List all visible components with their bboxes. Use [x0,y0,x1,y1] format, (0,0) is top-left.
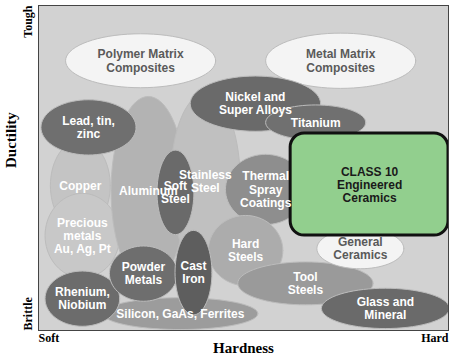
svg-text:Soft: Soft [39,331,60,345]
html-text:Stainless: Stainless [179,167,232,182]
svg-text:Copper: Copper [59,179,101,193]
svg-text:Glass andMineral: Glass andMineral [357,295,414,322]
svg-text:Metal MatrixComposites: Metal MatrixComposites [306,47,376,74]
svg-text:Tough: Tough [21,5,35,38]
svg-text:Nickel andSuper Alloys: Nickel andSuper Alloys [219,90,292,117]
svg-text:HardSteels: HardSteels [228,237,264,264]
svg-text:SoftSteel: SoftSteel [161,179,190,206]
svg-text:GeneralCeramics: GeneralCeramics [333,235,387,262]
html-text:Steel: Steel [191,180,220,195]
svg-text:Titanium: Titanium [291,116,341,130]
svg-text:Rhenium,Niobium: Rhenium,Niobium [55,285,110,312]
svg-text:Ductility: Ductility [3,112,19,168]
svg-text:Silicon, GaAs, Ferrites: Silicon, GaAs, Ferrites [116,307,244,321]
svg-text:ThermalSprayCoatings: ThermalSprayCoatings [240,169,292,209]
svg-text:Brittle: Brittle [21,297,35,331]
svg-text:Aluminum: Aluminum [119,184,178,198]
svg-text:ToolSteels: ToolSteels [288,270,324,297]
svg-text:PowderMetals: PowderMetals [122,260,166,287]
svg-text:Hardness: Hardness [213,340,274,356]
svg-text:CLASS 10EngineeredCeramics: CLASS 10EngineeredCeramics [337,165,402,205]
svg-text:PreciousmetalsAu, Ag, Pt: PreciousmetalsAu, Ag, Pt [54,216,111,256]
svg-text:CastIron: CastIron [180,259,206,286]
svg-text:Hard: Hard [421,331,449,345]
svg-text:Polymer MatrixComposites: Polymer MatrixComposites [98,47,184,74]
svg-text:Lead, tin,zinc: Lead, tin,zinc [62,114,115,141]
